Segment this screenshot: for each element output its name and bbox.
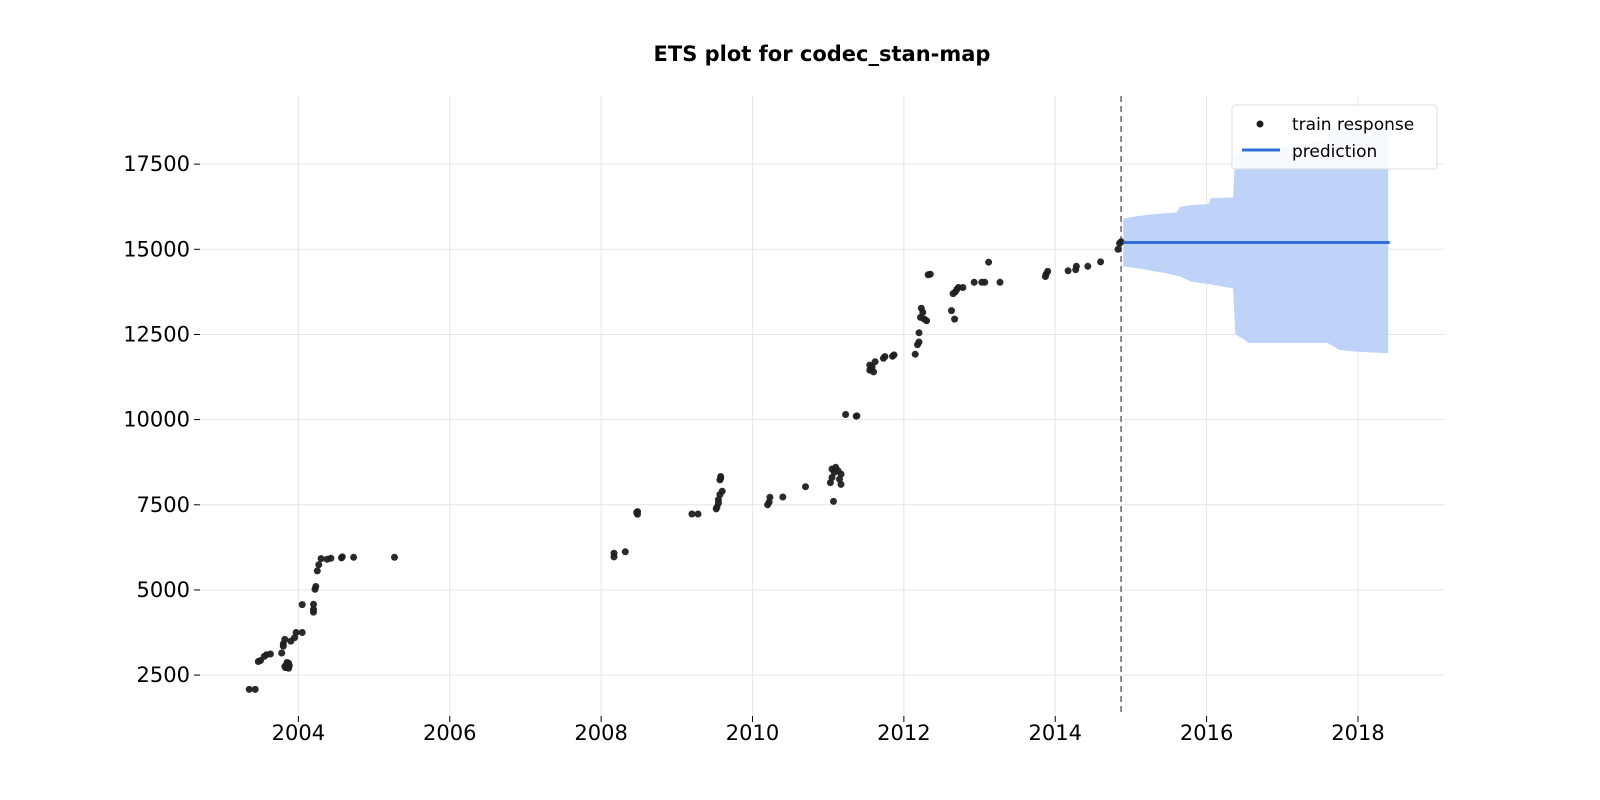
x-tick-label: 2014 bbox=[1029, 721, 1082, 745]
train-response-point bbox=[970, 278, 978, 286]
x-tick-label: 2008 bbox=[574, 721, 627, 745]
train-response-point bbox=[871, 358, 879, 366]
train-response-point bbox=[292, 629, 300, 636]
train-response-point bbox=[923, 317, 931, 325]
train-response-point bbox=[718, 487, 726, 495]
train-response-point bbox=[621, 548, 629, 556]
y-tick-label: 17500 bbox=[123, 152, 190, 176]
train-response-point bbox=[327, 554, 335, 562]
train-response-points bbox=[245, 238, 1125, 693]
train-response-point bbox=[338, 553, 346, 561]
train-response-point bbox=[870, 368, 878, 376]
train-response-point bbox=[837, 470, 845, 478]
train-response-point bbox=[313, 567, 321, 575]
y-tick-label: 15000 bbox=[123, 237, 190, 261]
train-response-point bbox=[959, 284, 967, 291]
train-response-point bbox=[312, 583, 320, 590]
y-tick-label: 7500 bbox=[137, 493, 190, 517]
train-response-point bbox=[881, 353, 889, 361]
train-response-point bbox=[996, 278, 1004, 286]
train-response-point bbox=[919, 308, 927, 316]
train-response-point bbox=[837, 480, 845, 488]
train-response-point bbox=[1072, 262, 1080, 270]
y-tick-label: 12500 bbox=[123, 322, 190, 346]
x-tick-label: 2010 bbox=[726, 721, 779, 745]
y-tick-label: 5000 bbox=[137, 578, 190, 602]
x-tick-label: 2012 bbox=[877, 721, 930, 745]
train-response-point bbox=[766, 493, 774, 501]
train-response-point bbox=[926, 270, 934, 278]
train-response-point bbox=[853, 412, 861, 420]
train-response-point bbox=[948, 307, 955, 315]
train-response-point bbox=[1114, 245, 1122, 253]
train-response-point bbox=[915, 338, 923, 346]
train-response-point bbox=[694, 510, 702, 518]
train-response-point bbox=[1097, 258, 1105, 266]
train-response-point bbox=[610, 553, 618, 561]
train-response-point bbox=[981, 278, 989, 286]
train-response-point bbox=[317, 555, 325, 563]
train-response-point bbox=[634, 508, 641, 516]
train-response-point bbox=[285, 662, 293, 670]
train-response-point bbox=[310, 608, 317, 616]
train-response-point bbox=[688, 510, 696, 518]
train-response-point bbox=[1084, 262, 1092, 270]
train-response-point bbox=[1044, 267, 1052, 275]
train-response-point bbox=[1117, 238, 1125, 246]
train-response-point bbox=[779, 493, 787, 501]
train-response-point bbox=[298, 629, 306, 636]
y-tick-label: 2500 bbox=[137, 663, 190, 687]
train-response-point bbox=[717, 474, 725, 482]
x-tick-label: 2018 bbox=[1331, 721, 1384, 745]
train-response-point bbox=[315, 561, 323, 569]
train-response-point bbox=[298, 601, 306, 609]
y-tick-label: 10000 bbox=[123, 408, 190, 432]
x-tick-label: 2016 bbox=[1180, 721, 1233, 745]
train-response-point bbox=[245, 685, 253, 693]
train-response-point bbox=[278, 649, 286, 657]
train-response-point bbox=[842, 411, 850, 418]
legend-train-marker bbox=[1256, 120, 1264, 128]
legend-train-label: train response bbox=[1292, 115, 1414, 135]
train-response-point bbox=[251, 685, 259, 693]
x-axis-ticks: 2004 2006 2008 2010 2012 2014 2016 2018 bbox=[272, 716, 1385, 745]
train-response-point bbox=[830, 497, 837, 505]
train-response-point bbox=[802, 483, 809, 491]
train-response-point bbox=[951, 315, 959, 323]
prediction-interval-band bbox=[1123, 126, 1389, 354]
train-response-point bbox=[350, 553, 358, 561]
train-response-point bbox=[281, 635, 289, 643]
legend: train response prediction bbox=[1231, 104, 1438, 170]
train-response-point bbox=[391, 553, 398, 561]
prediction-band-layer bbox=[1123, 126, 1389, 354]
legend-prediction-label: prediction bbox=[1292, 142, 1377, 162]
x-tick-label: 2006 bbox=[423, 721, 476, 745]
chart-title: ETS plot for codec_stan-map bbox=[654, 42, 991, 66]
x-tick-label: 2004 bbox=[272, 721, 325, 745]
train-response-point bbox=[1064, 267, 1072, 275]
y-axis-ticks: 2500 5000 7500 10000 12500 15000 17500 bbox=[123, 152, 200, 687]
train-response-point bbox=[911, 350, 919, 358]
legend-box bbox=[1231, 104, 1438, 170]
train-response-point bbox=[310, 600, 317, 608]
train-response-point bbox=[915, 329, 923, 337]
train-response-point bbox=[890, 351, 898, 359]
train-response-point bbox=[266, 650, 274, 658]
train-response-point bbox=[985, 258, 993, 266]
